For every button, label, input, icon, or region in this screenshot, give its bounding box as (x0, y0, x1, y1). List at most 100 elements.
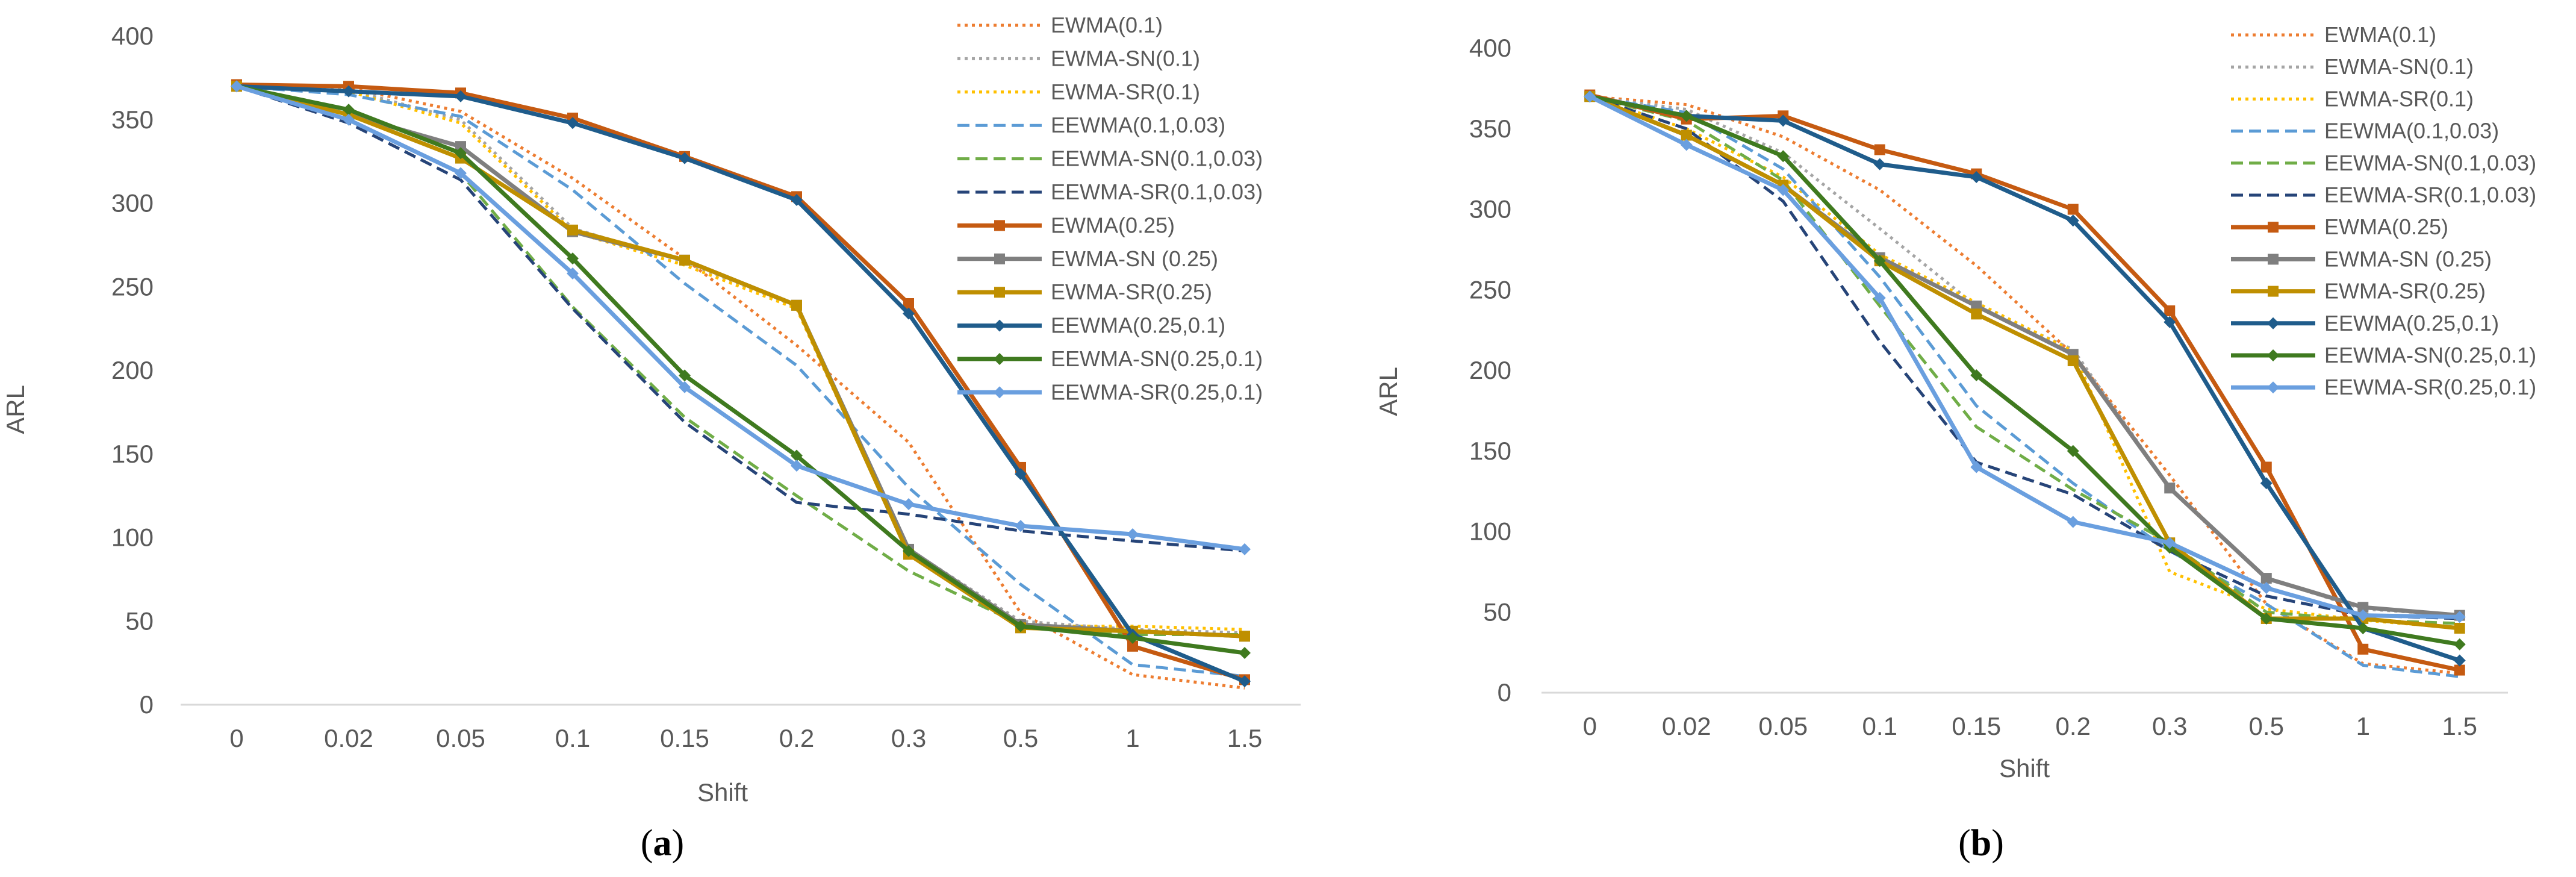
series-line (236, 84, 1245, 678)
legend-label: EEWMA-SN(0.25,0.1) (1051, 346, 1263, 371)
data-point (2260, 477, 2273, 490)
legend-label: EEWMA-SN(0.25,0.1) (2324, 343, 2536, 367)
data-point (567, 224, 578, 236)
y-axis-title: ARL (1374, 367, 1402, 416)
legend-marker (2268, 254, 2279, 265)
series-line (1589, 95, 2460, 631)
legend-item: EEWMA-SR(0.1,0.03) (2231, 183, 2536, 207)
legend-marker (2268, 286, 2279, 297)
chart-panel-b: 0 50 100 150 200 250 300 350 400 0 0.02 0.05 0.1 0.15… (1374, 22, 2536, 864)
legend-item: EWMA-SR(0.25) (957, 279, 1212, 304)
x-tick-label: 0.3 (2152, 712, 2187, 740)
data-point (1680, 139, 1693, 151)
data-point (1015, 468, 1027, 481)
legend-label: EEWMA-SN(0.1,0.03) (2324, 151, 2536, 175)
series-line (236, 84, 1245, 638)
panel-caption: (a) (641, 823, 684, 864)
data-point (2260, 612, 2273, 625)
data-point (2357, 643, 2369, 655)
data-point (2067, 355, 2079, 366)
data-point (679, 369, 691, 382)
data-point (1777, 150, 1790, 163)
data-point (791, 193, 803, 206)
data-point (679, 254, 690, 266)
legend-item: EWMA-SR(0.1) (957, 80, 1200, 104)
series-line (1589, 95, 2460, 625)
x-tick-label: 0.2 (779, 724, 814, 752)
legend-item: EEWMA-SR(0.25,0.1) (957, 379, 1263, 404)
legend-marker (2267, 381, 2279, 394)
data-point (1127, 640, 1138, 652)
data-point (679, 381, 691, 393)
legend-label: EEWMA-SR(0.1,0.03) (2324, 183, 2536, 207)
legend-label: EWMA-SN(0.1) (2324, 54, 2474, 79)
data-point (903, 307, 915, 320)
x-tick-label: 0.2 (2056, 712, 2091, 740)
x-tick-label: 0.1 (1862, 712, 1897, 740)
data-point (2454, 623, 2465, 634)
y-tick-label: 150 (111, 440, 154, 468)
x-tick-label: 0 (1583, 712, 1597, 740)
data-point (1873, 255, 1886, 267)
data-point (2067, 214, 2079, 227)
legend-marker (994, 353, 1006, 365)
legend-label: EEWMA(0.1,0.03) (1051, 113, 1225, 137)
legend-item: EWMA(0.25) (957, 213, 1175, 237)
data-point (1970, 461, 1983, 473)
x-axis-title: Shift (1999, 754, 2050, 782)
legend-label: EWMA-SR(0.1) (1051, 80, 1200, 104)
data-point (903, 545, 915, 557)
plot-area: 0 50 100 150 200 250 300 350 400 0 0.02 0.05 0.1 0.15… (1469, 34, 2508, 740)
legend-item: EWMA-SR(0.25) (2231, 279, 2486, 304)
data-point (231, 80, 243, 93)
data-point (2067, 445, 2079, 457)
data-point (343, 85, 355, 98)
legend-item: EEWMA(0.1,0.03) (957, 113, 1225, 137)
data-point (791, 449, 803, 462)
series-line (235, 84, 1245, 552)
x-tick-label: 0.5 (2249, 712, 2284, 740)
legend-marker (2267, 317, 2279, 329)
series-line (1588, 95, 2460, 619)
data-point (343, 104, 355, 116)
data-point (455, 167, 467, 179)
data-point (455, 147, 467, 160)
y-tick-label: 250 (1469, 275, 1511, 304)
series-line (236, 84, 1245, 655)
y-tick-label: 350 (1469, 114, 1511, 143)
data-point (2260, 573, 2272, 584)
data-point (455, 90, 467, 102)
data-point (567, 252, 579, 265)
legend-marker (994, 287, 1005, 298)
legend-item: EEWMA-SR(0.25,0.1) (2231, 375, 2536, 399)
data-point (1239, 543, 1251, 555)
data-point (1239, 675, 1251, 688)
legend-item: EEWMA(0.25,0.1) (2231, 311, 2499, 336)
data-point (1127, 632, 1139, 644)
legend-marker (994, 319, 1006, 332)
legend-label: EEWMA(0.25,0.1) (1051, 313, 1225, 338)
x-tick-label: 0.05 (1758, 712, 1808, 740)
data-point (1584, 90, 1596, 103)
data-point (1127, 528, 1139, 540)
x-tick-label: 0.05 (436, 724, 485, 752)
x-tick-label: 1.5 (1227, 724, 1262, 752)
legend-label: EWMA-SN (0.25) (2324, 246, 2492, 271)
data-point (1680, 110, 1693, 122)
data-point (1970, 171, 1983, 183)
legend-label: EEWMA-SR(0.25,0.1) (2324, 375, 2536, 399)
data-point (2357, 602, 2369, 613)
data-point (1970, 369, 1983, 382)
data-point (791, 299, 802, 311)
legend-marker (994, 253, 1005, 264)
legend-item: EEWMA-SN(0.25,0.1) (2231, 343, 2536, 367)
y-tick-label: 150 (1469, 437, 1511, 465)
data-point (2453, 638, 2466, 651)
x-tick-label: 1.5 (2442, 712, 2477, 740)
x-tick-label: 0.02 (1662, 712, 1711, 740)
y-tick-label: 200 (111, 356, 154, 384)
x-tick-label: 0 (229, 724, 243, 752)
y-tick-label: 300 (111, 189, 154, 217)
data-point (2454, 664, 2465, 676)
